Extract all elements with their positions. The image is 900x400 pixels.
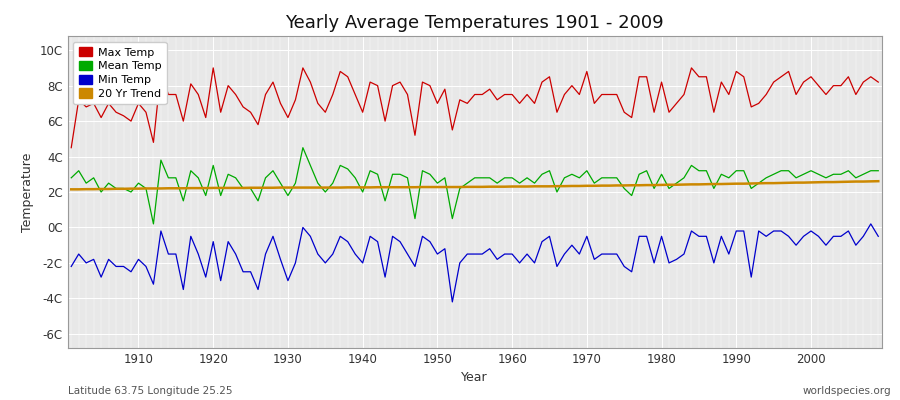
Y-axis label: Temperature: Temperature [21, 152, 34, 232]
Text: Latitude 63.75 Longitude 25.25: Latitude 63.75 Longitude 25.25 [68, 386, 232, 396]
X-axis label: Year: Year [462, 372, 488, 384]
Legend: Max Temp, Mean Temp, Min Temp, 20 Yr Trend: Max Temp, Mean Temp, Min Temp, 20 Yr Tre… [73, 42, 166, 104]
Text: worldspecies.org: worldspecies.org [803, 386, 891, 396]
Title: Yearly Average Temperatures 1901 - 2009: Yearly Average Temperatures 1901 - 2009 [285, 14, 664, 32]
